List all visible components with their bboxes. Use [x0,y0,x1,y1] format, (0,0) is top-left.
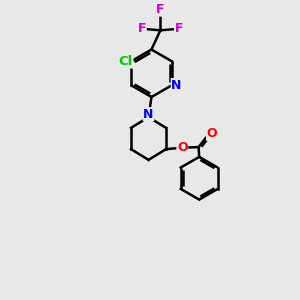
Text: O: O [177,141,188,154]
Text: N: N [143,108,154,121]
Text: F: F [175,22,183,35]
Text: O: O [207,127,217,140]
Text: F: F [156,3,165,16]
Text: Cl: Cl [118,55,133,68]
Text: F: F [138,22,146,35]
Text: N: N [171,79,182,92]
